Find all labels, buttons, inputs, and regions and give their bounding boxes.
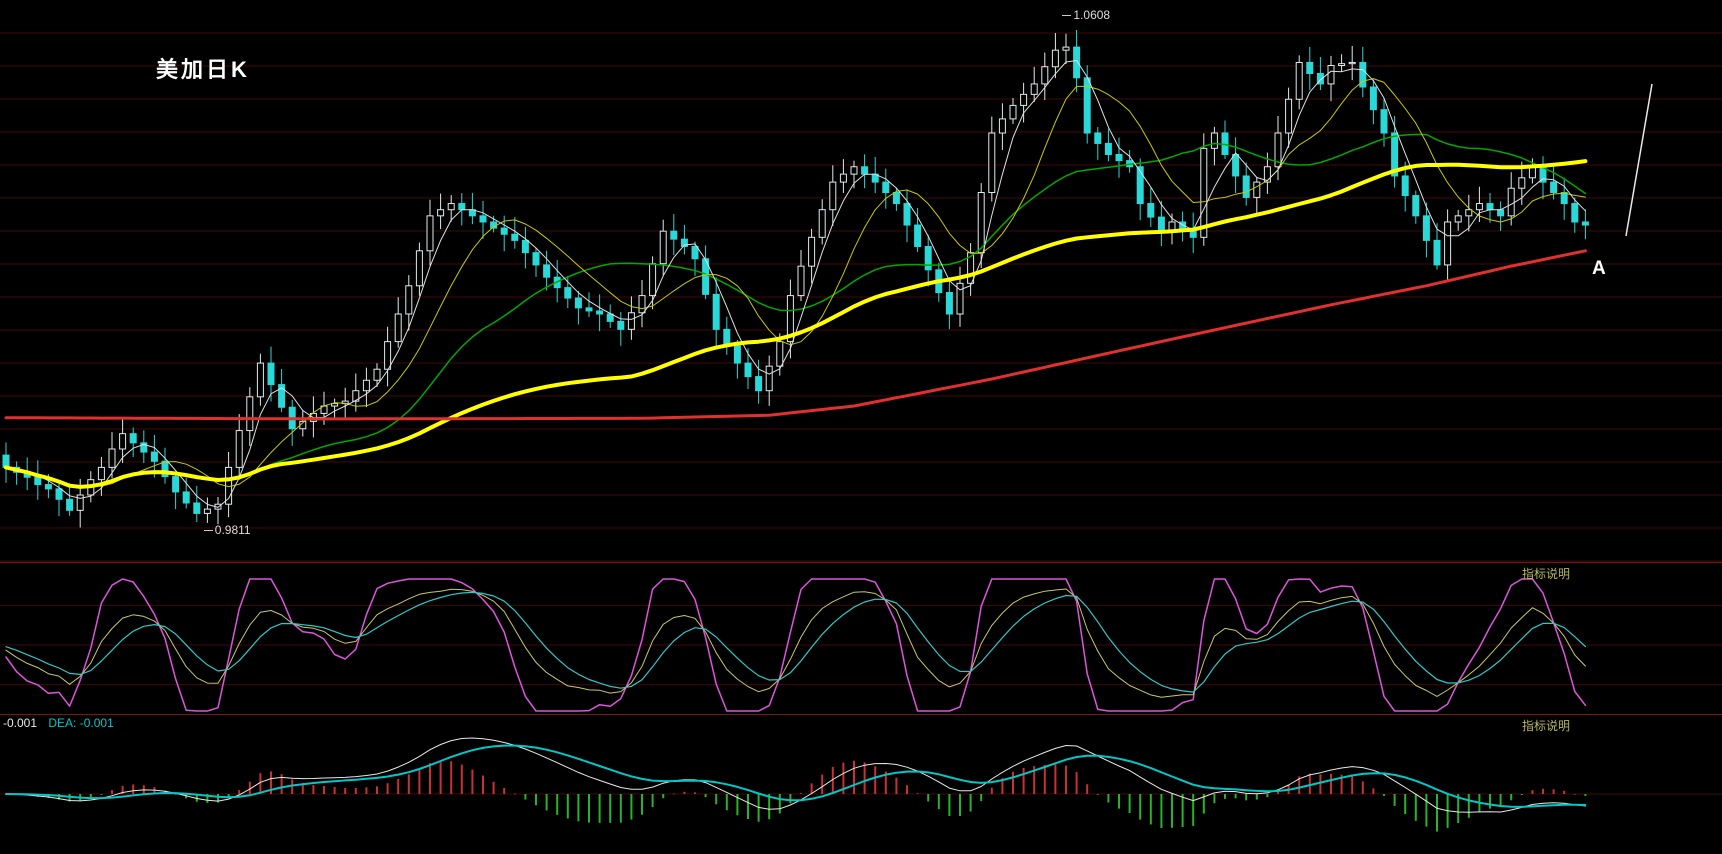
macd-dif-value: -0.001 (3, 716, 38, 730)
macd-dea-value: DEA: -0.001 (48, 716, 114, 730)
stochastic-indicator-help-link[interactable]: 指标说明 (1521, 567, 1570, 581)
macd-indicator-help-link[interactable]: 指标说明 (1521, 719, 1570, 733)
chart-title: 美加日K (156, 57, 250, 82)
annotation-a: A (1592, 258, 1606, 279)
trough-price-label: 0.9811 (214, 523, 251, 537)
peak-tick-icon (1062, 15, 1072, 17)
peak-annotation: 1.0608 (1062, 8, 1110, 22)
peak-price-label: 1.0608 (1073, 8, 1111, 22)
trough-tick-icon (203, 530, 213, 532)
macd-value-readout: -0.001 DEA: -0.001 (3, 716, 114, 730)
trough-annotation: 0.9811 (203, 523, 251, 537)
